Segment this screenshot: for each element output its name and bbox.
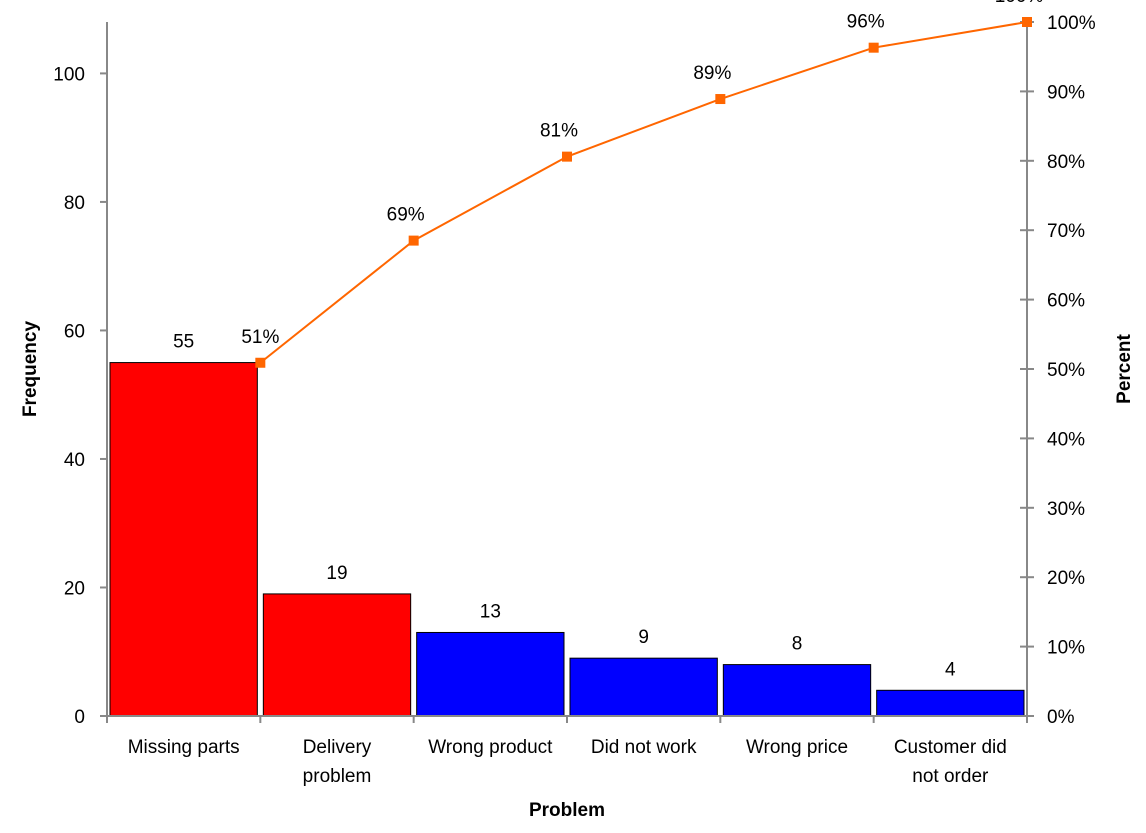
line-marker xyxy=(408,235,419,246)
x-tick-label: Delivery xyxy=(303,737,372,758)
bar xyxy=(109,362,258,717)
y2-axis-title: Percent xyxy=(1114,333,1135,403)
cumulative-percent-line xyxy=(259,21,1028,364)
line-data-label: 100% xyxy=(995,0,1044,7)
bar xyxy=(262,593,412,717)
x-tick-label: not order xyxy=(912,766,989,787)
x-tick-label: Wrong price xyxy=(746,737,848,758)
x-tick-label: Wrong product xyxy=(428,737,553,758)
y2-tick-label: 40% xyxy=(1047,429,1085,450)
bar xyxy=(416,631,565,717)
bar xyxy=(722,664,872,717)
y-tick-label: 60 xyxy=(64,321,85,342)
y-tick-label: 0 xyxy=(74,707,85,728)
line-data-label: 81% xyxy=(540,121,578,142)
y-tick-label: 20 xyxy=(64,578,85,599)
x-tick-label: Missing parts xyxy=(128,737,240,758)
y2-tick-label: 100% xyxy=(1047,13,1096,34)
line-data-label: 51% xyxy=(241,327,279,348)
y2-tick-label: 80% xyxy=(1047,152,1085,173)
bar xyxy=(569,657,718,717)
bar-data-label: 9 xyxy=(638,627,649,648)
line-marker xyxy=(715,94,726,105)
line-marker xyxy=(1022,17,1032,27)
bar-data-label: 4 xyxy=(945,659,956,680)
bar-data-label: 8 xyxy=(792,634,803,655)
line-data-label: 96% xyxy=(847,12,885,33)
y2-tick-label: 70% xyxy=(1047,221,1085,242)
y2-tick-label: 60% xyxy=(1047,291,1085,312)
line-data-label: 69% xyxy=(387,205,425,226)
y2-tick-label: 30% xyxy=(1047,499,1085,520)
bar-data-label: 19 xyxy=(326,563,347,584)
y-axis-title: Frequency xyxy=(20,321,41,418)
y-tick-label: 40 xyxy=(64,450,85,471)
x-axis-title: Problem xyxy=(529,800,605,821)
y2-tick-label: 0% xyxy=(1047,707,1075,728)
line-data-label: 89% xyxy=(693,63,731,84)
y-tick-label: 100 xyxy=(53,64,85,85)
y2-tick-label: 20% xyxy=(1047,568,1085,589)
y2-tick-label: 50% xyxy=(1047,360,1085,381)
y2-tick-label: 10% xyxy=(1047,638,1085,659)
line-marker xyxy=(868,42,879,53)
x-tick-label: problem xyxy=(303,766,372,787)
line-marker xyxy=(255,357,266,368)
x-tick-label: Customer did xyxy=(894,737,1007,758)
x-tick-label: Did not work xyxy=(591,737,697,758)
bar xyxy=(876,689,1025,717)
y2-tick-label: 90% xyxy=(1047,82,1085,103)
line-marker xyxy=(562,151,572,162)
y-tick-label: 80 xyxy=(64,193,85,214)
bar-data-label: 13 xyxy=(480,601,501,622)
bar-data-label: 55 xyxy=(173,332,194,353)
